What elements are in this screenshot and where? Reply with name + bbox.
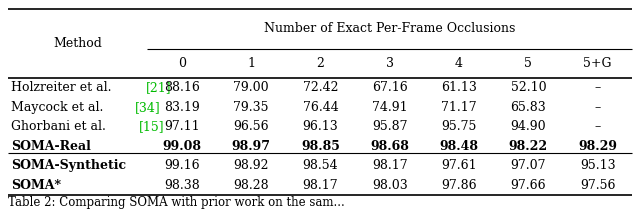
Text: 98.03: 98.03: [372, 178, 408, 192]
Text: 97.07: 97.07: [511, 159, 546, 172]
Text: 95.13: 95.13: [580, 159, 616, 172]
Text: 74.91: 74.91: [372, 101, 408, 114]
Text: 98.92: 98.92: [234, 159, 269, 172]
Text: –: –: [595, 120, 601, 133]
Text: 97.66: 97.66: [511, 178, 546, 192]
Text: 79.35: 79.35: [234, 101, 269, 114]
Text: 4: 4: [455, 57, 463, 70]
Text: 97.61: 97.61: [441, 159, 477, 172]
Text: 99.16: 99.16: [164, 159, 200, 172]
Text: Method: Method: [53, 37, 102, 50]
Text: 83.19: 83.19: [164, 101, 200, 114]
Text: 88.16: 88.16: [164, 81, 200, 94]
Text: 98.28: 98.28: [234, 178, 269, 192]
Text: 94.90: 94.90: [511, 120, 546, 133]
Text: 99.08: 99.08: [163, 140, 202, 153]
Text: 95.75: 95.75: [442, 120, 477, 133]
Text: –: –: [595, 101, 601, 114]
Text: [34]: [34]: [135, 101, 161, 114]
Text: 98.54: 98.54: [303, 159, 339, 172]
Text: SOMA*: SOMA*: [11, 178, 61, 192]
Text: 96.13: 96.13: [303, 120, 339, 133]
Text: 98.48: 98.48: [440, 140, 479, 153]
Text: 2: 2: [317, 57, 324, 70]
Text: 98.17: 98.17: [303, 178, 339, 192]
Text: SOMA-Synthetic: SOMA-Synthetic: [11, 159, 126, 172]
Text: 98.85: 98.85: [301, 140, 340, 153]
Text: 67.16: 67.16: [372, 81, 408, 94]
Text: Holzreiter et al.: Holzreiter et al.: [11, 81, 115, 94]
Text: 71.17: 71.17: [441, 101, 477, 114]
Text: Number of Exact Per-Frame Occlusions: Number of Exact Per-Frame Occlusions: [264, 22, 515, 35]
Text: 98.38: 98.38: [164, 178, 200, 192]
Text: 61.13: 61.13: [441, 81, 477, 94]
Text: 95.87: 95.87: [372, 120, 408, 133]
Text: 98.97: 98.97: [232, 140, 271, 153]
Text: 0: 0: [178, 57, 186, 70]
Text: 76.44: 76.44: [303, 101, 339, 114]
Text: [21]: [21]: [146, 81, 172, 94]
Text: 96.56: 96.56: [234, 120, 269, 133]
Text: 3: 3: [386, 57, 394, 70]
Text: 97.11: 97.11: [164, 120, 200, 133]
Text: Table 2: Comparing SOMA with prior work on the sam...: Table 2: Comparing SOMA with prior work …: [8, 196, 344, 209]
Text: 97.56: 97.56: [580, 178, 616, 192]
Text: Ghorbani et al.: Ghorbani et al.: [11, 120, 109, 133]
Text: 98.29: 98.29: [578, 140, 617, 153]
Text: [15]: [15]: [138, 120, 164, 133]
Text: –: –: [595, 81, 601, 94]
Text: Maycock et al.: Maycock et al.: [11, 101, 108, 114]
Text: 79.00: 79.00: [234, 81, 269, 94]
Text: 65.83: 65.83: [511, 101, 547, 114]
Text: 98.22: 98.22: [509, 140, 548, 153]
Text: SOMA-Real: SOMA-Real: [11, 140, 91, 153]
Text: 5: 5: [524, 57, 532, 70]
Text: 98.17: 98.17: [372, 159, 408, 172]
Text: 98.68: 98.68: [371, 140, 409, 153]
Text: 72.42: 72.42: [303, 81, 338, 94]
Text: 97.86: 97.86: [441, 178, 477, 192]
Text: 52.10: 52.10: [511, 81, 546, 94]
Text: 5+G: 5+G: [584, 57, 612, 70]
Text: 1: 1: [247, 57, 255, 70]
